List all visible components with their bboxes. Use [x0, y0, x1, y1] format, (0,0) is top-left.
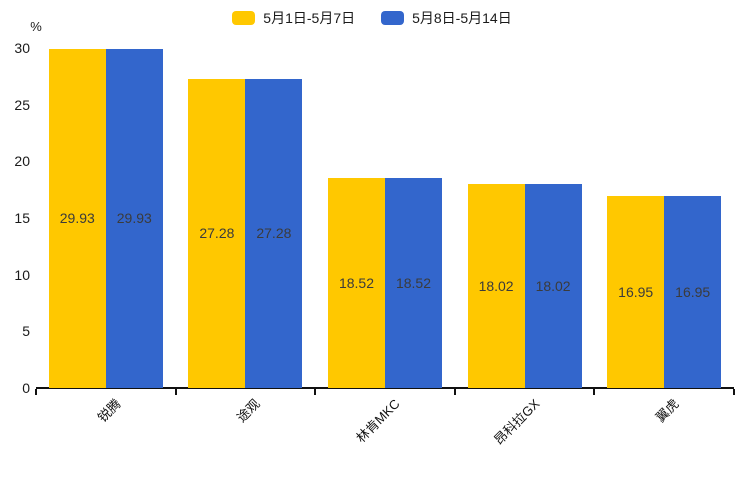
x-axis-label: 途观 [234, 396, 264, 426]
bar[interactable]: 29.93 [105, 48, 163, 388]
bar-value-label: 18.02 [478, 277, 514, 294]
x-axis-label: 林肯MKC [353, 396, 403, 446]
legend-item[interactable]: 5月8日-5月14日 [381, 8, 512, 28]
bar[interactable]: 18.02 [524, 183, 582, 388]
bar[interactable]: 18.52 [328, 178, 385, 388]
y-tick-label: 30 [14, 40, 30, 56]
bar[interactable]: 16.95 [664, 195, 722, 388]
bar[interactable]: 16.95 [607, 195, 665, 388]
y-tick-label: 20 [14, 153, 30, 170]
y-tick-label: 5 [22, 323, 30, 340]
bar-value-label: 29.93 [116, 210, 152, 227]
y-tick-label: 10 [14, 266, 30, 283]
bar-value-label: 16.95 [618, 283, 654, 300]
legend-item[interactable]: 5月1日-5月7日 [232, 8, 355, 28]
y-tick-label: 15 [14, 210, 30, 226]
legend: 5月1日-5月7日 5月8日-5月14日 [0, 8, 744, 28]
bar-value-label: 29.93 [59, 210, 95, 227]
bar[interactable]: 27.28 [245, 78, 303, 388]
x-axis-tick [453, 389, 456, 395]
bar[interactable]: 18.02 [467, 183, 525, 388]
legend-label: 5月1日-5月7日 [263, 10, 356, 26]
x-axis-label: 昂科拉GX [490, 396, 543, 448]
x-axis-line [36, 387, 734, 389]
x-axis-tick [733, 389, 735, 395]
y-axis-unit-label: % [30, 19, 42, 34]
x-axis-tick [593, 389, 596, 395]
x-axis-tick [35, 389, 37, 395]
x-axis-tick [174, 389, 177, 395]
x-axis-label: 翼虎 [652, 396, 682, 426]
y-tick-label: 0 [22, 380, 30, 396]
bar-value-label: 16.95 [675, 283, 711, 300]
x-axis-tick [314, 389, 317, 395]
bar-value-label: 27.28 [256, 225, 292, 242]
y-tick-label: 25 [14, 96, 30, 113]
bar-value-label: 18.02 [535, 277, 571, 294]
legend-swatch [381, 11, 405, 25]
bar-value-label: 18.52 [395, 275, 432, 292]
x-axis-label: 锐腾 [94, 396, 124, 426]
bar-value-label: 27.28 [199, 225, 235, 242]
legend-label: 5月8日-5月14日 [412, 10, 512, 26]
bar-value-label: 18.52 [338, 275, 375, 292]
bar[interactable]: 27.28 [188, 78, 246, 388]
legend-swatch [232, 11, 256, 25]
bar[interactable]: 29.93 [48, 48, 106, 388]
bar[interactable]: 18.52 [385, 178, 442, 388]
